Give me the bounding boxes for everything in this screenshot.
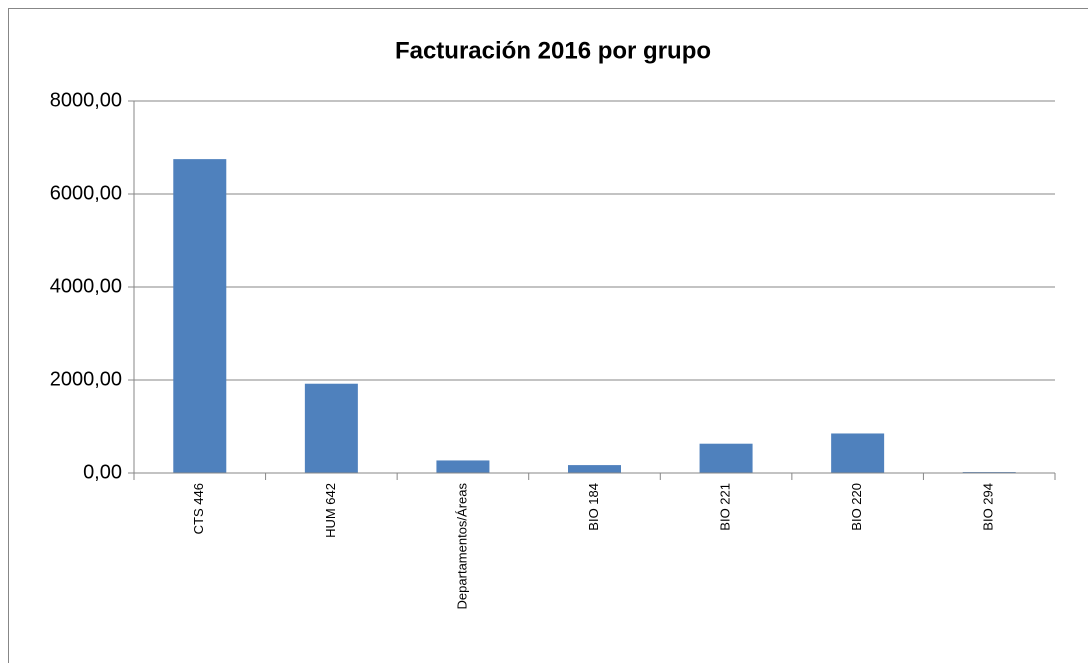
chart-frame [8,8,1088,663]
y-tick-label: 8000,00 [50,89,122,111]
bar [568,465,621,473]
bar [304,383,358,473]
bar [831,433,885,473]
x-tick-label: BIO 220 [849,483,864,531]
bar [173,159,227,473]
x-tick-label: BIO 221 [718,483,733,531]
x-tick-label: BIO 294 [981,483,996,531]
bar [699,443,753,473]
y-tick-label: 4000,00 [50,275,122,297]
x-tick-label: CTS 446 [191,483,206,534]
y-tick-label: 2000,00 [50,368,122,390]
x-tick-label: Departamentos/Áreas [454,483,469,610]
bar [436,460,490,473]
y-tick-label: 6000,00 [50,182,122,204]
chart-title: Facturación 2016 por grupo [395,37,711,64]
x-tick-label: HUM 642 [323,483,338,538]
y-tick-label: 0,00 [83,461,122,483]
x-tick-label: BIO 184 [586,483,601,531]
